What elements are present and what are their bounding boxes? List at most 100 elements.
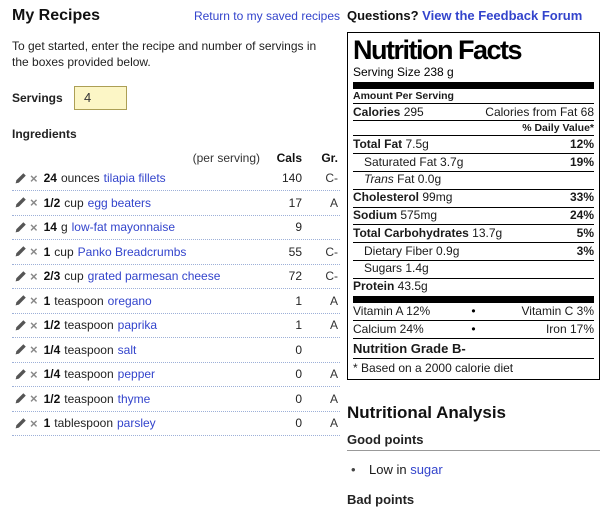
grade-header: Gr. bbox=[321, 150, 338, 165]
ingredient-grade: A bbox=[329, 391, 338, 406]
ingredient-amount: 2/3 bbox=[43, 269, 61, 284]
ingredient-link[interactable]: paprika bbox=[117, 318, 158, 333]
ingredient-cals: 0 bbox=[295, 342, 302, 357]
ingredient-cals: 55 bbox=[288, 244, 302, 259]
delete-icon[interactable]: × bbox=[30, 416, 38, 431]
edit-icon[interactable] bbox=[14, 343, 27, 356]
edit-icon[interactable] bbox=[14, 417, 27, 430]
ingredient-link[interactable]: grated parmesan cheese bbox=[87, 269, 221, 284]
edit-icon[interactable] bbox=[14, 294, 27, 307]
ingredient-amount: 1/2 bbox=[43, 195, 61, 210]
nutrient-row-cholesterol: Cholesterol 99mg 33% bbox=[353, 190, 594, 208]
nutrient-row-sugars: Sugars 1.4g bbox=[353, 261, 594, 279]
delete-icon[interactable]: × bbox=[30, 195, 38, 210]
amount-per-serving: Amount Per Serving bbox=[353, 89, 594, 105]
bullet-separator: • bbox=[471, 304, 476, 319]
ingredient-link[interactable]: pepper bbox=[117, 367, 156, 382]
delete-icon[interactable]: × bbox=[30, 244, 38, 259]
ingredient-row: × 1/2 cup egg beaters 17 A bbox=[12, 191, 340, 216]
ingredient-amount: 1/4 bbox=[43, 342, 61, 357]
calories-row: Calories 295 Calories from Fat 68 bbox=[353, 104, 594, 122]
ingredients-table-header: (per serving) Cals Gr. bbox=[12, 151, 340, 165]
vitamin-a: Vitamin A 12% bbox=[353, 304, 431, 319]
ingredient-link[interactable]: thyme bbox=[117, 391, 151, 406]
return-to-saved-recipes-link[interactable]: Return to my saved recipes bbox=[193, 9, 340, 23]
ingredient-amount: 1/2 bbox=[43, 391, 61, 406]
edit-icon[interactable] bbox=[14, 270, 27, 283]
vitamin-c: Vitamin C 3% bbox=[521, 304, 594, 319]
delete-icon[interactable]: × bbox=[30, 293, 38, 308]
ingredient-amount: 1 bbox=[43, 244, 51, 259]
ingredient-grade: A bbox=[329, 416, 338, 431]
ingredient-amount: 24 bbox=[43, 171, 57, 186]
vitamin-row-1: Vitamin A 12% • Vitamin C 3% bbox=[353, 303, 594, 321]
edit-icon[interactable] bbox=[14, 392, 27, 405]
ingredient-cals: 140 bbox=[281, 171, 302, 186]
delete-icon[interactable]: × bbox=[30, 171, 38, 186]
delete-icon[interactable]: × bbox=[30, 342, 38, 357]
ingredient-amount: 1 bbox=[43, 416, 51, 431]
ingredients-heading: Ingredients bbox=[12, 126, 77, 141]
vitamin-row-2: Calcium 24% • Iron 17% bbox=[353, 321, 594, 339]
ingredient-link[interactable]: tilapia fillets bbox=[103, 171, 166, 186]
ingredient-row: × 2/3 cup grated parmesan cheese 72 C- bbox=[12, 265, 340, 290]
ingredient-grade: C- bbox=[325, 244, 338, 259]
ingredient-cals: 0 bbox=[295, 367, 302, 382]
nutrient-row-carbohydrates: Total Carbohydrates 13.7g 5% bbox=[353, 225, 594, 244]
ingredient-grade: A bbox=[329, 195, 338, 210]
nutrient-row-saturated-fat: Saturated Fat 3.7g 19% bbox=[353, 154, 594, 172]
ingredient-cals: 17 bbox=[288, 195, 302, 210]
ingredient-link[interactable]: low-fat mayonnaise bbox=[71, 220, 176, 235]
ingredient-grade: A bbox=[329, 318, 338, 333]
ingredient-link[interactable]: parsley bbox=[117, 416, 156, 431]
ingredient-unit: ounces bbox=[60, 171, 100, 186]
delete-icon[interactable]: × bbox=[30, 391, 38, 406]
nutritional-analysis: Nutritional Analysis Good points • Low i… bbox=[347, 403, 600, 507]
calories-label: Calories bbox=[353, 105, 401, 120]
ingredient-unit: teaspoon bbox=[64, 318, 114, 333]
iron: Iron 17% bbox=[545, 322, 594, 337]
bad-points-heading: Bad points bbox=[347, 491, 415, 507]
per-serving-header: (per serving) bbox=[192, 150, 260, 165]
ingredient-row: × 1/4 teaspoon salt 0 bbox=[12, 338, 340, 363]
delete-icon[interactable]: × bbox=[30, 318, 38, 333]
ingredient-link[interactable]: egg beaters bbox=[87, 195, 152, 210]
nutrition-grade: Nutrition Grade B- bbox=[353, 339, 594, 359]
ingredient-link[interactable]: Panko Breadcrumbs bbox=[77, 244, 187, 259]
edit-icon[interactable] bbox=[14, 368, 27, 381]
sugar-link[interactable]: sugar bbox=[410, 461, 443, 477]
feedback-forum-link[interactable]: View the Feedback Forum bbox=[422, 8, 583, 23]
ingredient-unit: g bbox=[60, 220, 68, 235]
edit-icon[interactable] bbox=[14, 221, 27, 234]
questions-label: Questions? bbox=[347, 8, 419, 23]
ingredient-row: × 1 tablespoon parsley 0 A bbox=[12, 412, 340, 437]
delete-icon[interactable]: × bbox=[30, 220, 38, 235]
ingredient-link[interactable]: salt bbox=[117, 342, 137, 357]
servings-input[interactable] bbox=[74, 85, 127, 110]
ingredient-row: × 1/2 teaspoon paprika 1 A bbox=[12, 314, 340, 339]
ingredient-row: × 1 cup Panko Breadcrumbs 55 C- bbox=[12, 240, 340, 265]
intro-text: To get started, enter the recipe and num… bbox=[12, 39, 317, 69]
ingredient-grade: C- bbox=[325, 269, 338, 284]
edit-icon[interactable] bbox=[14, 196, 27, 209]
delete-icon[interactable]: × bbox=[30, 367, 38, 382]
edit-icon[interactable] bbox=[14, 319, 27, 332]
delete-icon[interactable]: × bbox=[30, 269, 38, 284]
nutrition-facts-title: Nutrition Facts bbox=[353, 35, 523, 65]
ingredient-unit: teaspoon bbox=[64, 367, 114, 382]
edit-icon[interactable] bbox=[14, 245, 27, 258]
good-point-item: • Low in sugar bbox=[347, 462, 600, 477]
ingredient-amount: 14 bbox=[43, 220, 57, 235]
thick-divider bbox=[353, 295, 594, 303]
nutrition-panel: Questions? View the Feedback Forum Nutri… bbox=[347, 0, 600, 507]
ingredient-row: × 1 teaspoon oregano 1 A bbox=[12, 289, 340, 314]
ingredient-row: × 1/2 teaspoon thyme 0 A bbox=[12, 387, 340, 412]
good-points-heading: Good points bbox=[347, 432, 600, 451]
ingredient-link[interactable]: oregano bbox=[107, 293, 152, 308]
ingredient-cals: 0 bbox=[295, 391, 302, 406]
calorie-diet-footnote: * Based on a 2000 calorie diet bbox=[353, 360, 514, 375]
nutritional-analysis-title: Nutritional Analysis bbox=[347, 402, 507, 422]
ingredient-row: × 24 ounces tilapia fillets 140 C- bbox=[12, 167, 340, 192]
edit-icon[interactable] bbox=[14, 172, 27, 185]
ingredient-cals: 9 bbox=[295, 220, 302, 235]
